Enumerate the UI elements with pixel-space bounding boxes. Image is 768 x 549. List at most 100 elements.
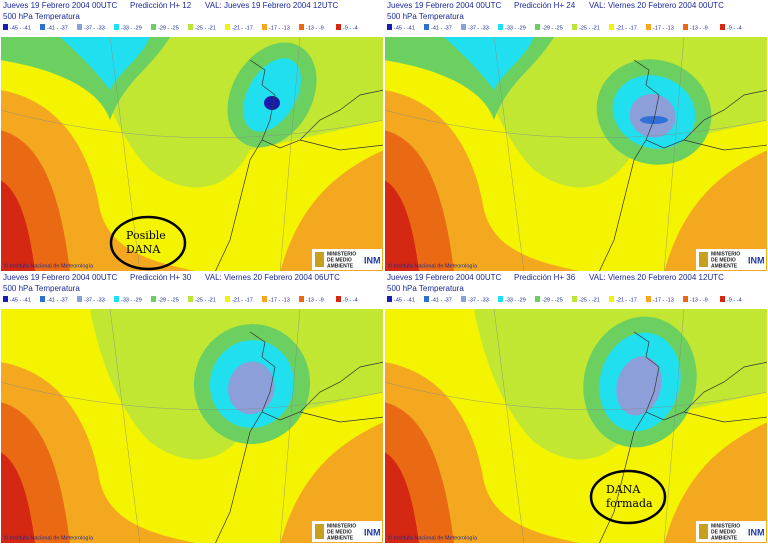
agency-logo: INM xyxy=(364,255,381,265)
map-panel: Jueves 19 Febrero 2004 00UTC Predicción H… xyxy=(384,272,768,544)
legend-label: -37 - -33 xyxy=(468,297,489,303)
legend-label: -33 - -29 xyxy=(505,25,526,31)
logo-shield xyxy=(315,524,324,539)
legend-label: -37 - -33 xyxy=(84,25,105,31)
legend-swatch xyxy=(77,296,82,302)
map-area: © Instituto Nacional de Meteorología MINI… xyxy=(384,309,768,544)
logo-box xyxy=(312,521,382,542)
legend-swatch xyxy=(720,24,725,30)
legend-label: -21 - -17 xyxy=(232,297,253,303)
legend-swatch xyxy=(114,24,119,30)
run-time: Jueves 19 Febrero 2004 00UTC xyxy=(387,1,502,10)
field xyxy=(629,93,676,138)
logo-box xyxy=(312,249,382,270)
logo-shield xyxy=(315,252,324,267)
valid-time: VAL: Viernes 20 Febrero 2004 12UTC xyxy=(589,273,724,282)
field xyxy=(0,452,35,544)
legend-label: -33 - -29 xyxy=(121,25,142,31)
legend-label: -33 - -29 xyxy=(505,297,526,303)
legend-label: -45 - -41 xyxy=(10,25,31,31)
legend-swatch xyxy=(114,296,119,302)
field xyxy=(444,37,534,90)
legend-label: -29 - -25 xyxy=(158,297,179,303)
run-time: Jueves 19 Febrero 2004 00UTC xyxy=(3,1,118,10)
legend-label: -9 - -4 xyxy=(343,297,358,303)
header-bg xyxy=(0,272,384,309)
field xyxy=(664,422,768,544)
map-panel: Jueves 19 Febrero 2004 00UTC Predicción H… xyxy=(0,0,384,272)
graticule xyxy=(0,309,384,544)
legend-swatch xyxy=(646,24,651,30)
ministry-name: MINISTERIO xyxy=(711,523,740,529)
legend-label: -21 - -17 xyxy=(616,25,637,31)
forecast-step: Predicción H+ 24 xyxy=(514,1,576,10)
forecast-step: Predicción H+ 12 xyxy=(130,1,192,10)
legend-swatch xyxy=(498,24,503,30)
legend-label: -9 - -4 xyxy=(343,25,358,31)
field xyxy=(384,452,419,544)
legend-swatch xyxy=(424,296,429,302)
ministry-name: AMBIENTE xyxy=(327,535,354,541)
subtitle: 500 hPa Temperatura xyxy=(387,12,464,21)
panel-border xyxy=(0,0,384,272)
legend-swatch xyxy=(461,24,466,30)
run-time: Jueves 19 Febrero 2004 00UTC xyxy=(3,273,118,282)
ministry-name: AMBIENTE xyxy=(711,535,738,541)
legend-label: -17 - -13 xyxy=(653,297,674,303)
field xyxy=(0,180,35,272)
legend-swatch xyxy=(572,24,577,30)
coastline xyxy=(598,59,768,272)
legend-swatch xyxy=(299,296,304,302)
legend-label: -9 - -4 xyxy=(727,297,742,303)
legend-swatch xyxy=(424,24,429,30)
legend-label: -13 - -9 xyxy=(306,297,324,303)
field xyxy=(228,361,275,415)
legend-label: -37 - -33 xyxy=(84,297,105,303)
legend-swatch xyxy=(3,296,8,302)
ministry-name: DE MEDIO xyxy=(711,529,736,535)
coastline xyxy=(214,59,384,272)
legend-swatch xyxy=(40,24,45,30)
field xyxy=(664,150,768,272)
legend-swatch xyxy=(225,296,230,302)
agency-logo: INM xyxy=(748,527,765,537)
map-panel: Jueves 19 Febrero 2004 00UTC Predicción H… xyxy=(0,272,384,544)
logo-shield xyxy=(699,524,708,539)
graticule xyxy=(384,309,768,544)
legend-swatch xyxy=(609,296,614,302)
legend-swatch xyxy=(535,296,540,302)
annotation-text: DANA xyxy=(606,483,641,496)
forecast-step: Predicción H+ 36 xyxy=(514,273,576,282)
ministry-name: AMBIENTE xyxy=(327,263,354,269)
field xyxy=(280,422,384,544)
ministry-name: DE MEDIO xyxy=(327,529,352,535)
run-time: Jueves 19 Febrero 2004 00UTC xyxy=(387,273,502,282)
annotation-text: DANA xyxy=(126,243,161,256)
ministry-name: DE MEDIO xyxy=(711,257,736,263)
annotation-circle xyxy=(589,469,667,525)
legend-label: -29 - -25 xyxy=(158,25,179,31)
annotation-text: formada xyxy=(606,497,653,510)
ministry-name: MINISTERIO xyxy=(711,251,740,257)
ministry-name: MINISTERIO xyxy=(327,523,356,529)
credit: © Instituto Nacional de Meteorología xyxy=(388,534,478,541)
legend-swatch xyxy=(188,24,193,30)
legend-swatch xyxy=(720,296,725,302)
legend-label: -33 - -29 xyxy=(121,297,142,303)
header-bg xyxy=(0,0,384,37)
legend-swatch xyxy=(40,296,45,302)
map-area: © Instituto Nacional de Meteorología MINI… xyxy=(0,309,384,544)
legend-label: -25 - -21 xyxy=(195,297,216,303)
legend-label: -17 - -13 xyxy=(269,25,290,31)
legend-swatch xyxy=(461,296,466,302)
legend-label: -25 - -21 xyxy=(579,297,600,303)
legend-swatch xyxy=(151,296,156,302)
legend-swatch xyxy=(336,296,341,302)
legend-swatch xyxy=(262,296,267,302)
subtitle: 500 hPa Temperatura xyxy=(3,284,80,293)
legend-label: -41 - -37 xyxy=(47,297,68,303)
legend-label: -21 - -17 xyxy=(232,25,253,31)
legend-swatch xyxy=(299,24,304,30)
